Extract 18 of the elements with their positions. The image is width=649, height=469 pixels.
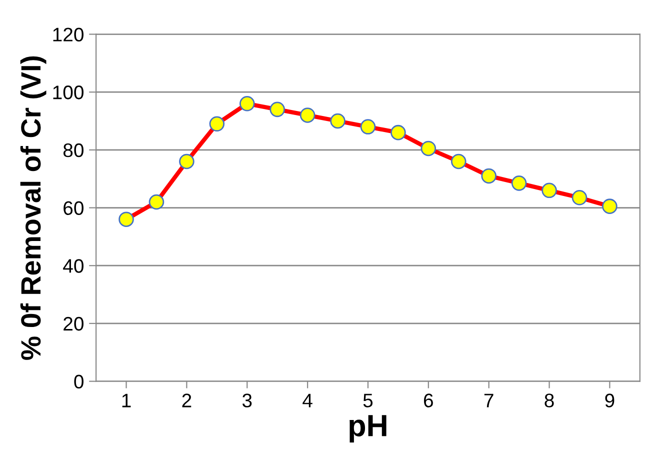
y-tick-label: 80 (63, 143, 84, 158)
x-tick-label: 5 (363, 394, 373, 408)
x-tick-label: 4 (302, 394, 312, 408)
y-axis-title: % 0f Removal of Cr (VI) (20, 56, 46, 360)
y-tick-label: 0 (74, 374, 84, 389)
y-tick-label: 20 (64, 316, 84, 331)
x-tick-label: 2 (182, 394, 192, 408)
x-tick-label: 1 (122, 394, 131, 408)
x-tick-label: 7 (484, 394, 494, 408)
x-tick-label: 9 (605, 394, 614, 408)
x-tick-label: 8 (544, 394, 554, 408)
y-tick-label: 120 (53, 28, 84, 42)
y-tick-label: 100 (53, 86, 84, 100)
x-tick-label: 6 (424, 394, 433, 408)
y-tick-label: 60 (64, 201, 84, 216)
x-axis-title: pH (350, 415, 386, 442)
x-tick-label: 3 (242, 394, 252, 408)
y-tick-label: 40 (63, 259, 84, 273)
